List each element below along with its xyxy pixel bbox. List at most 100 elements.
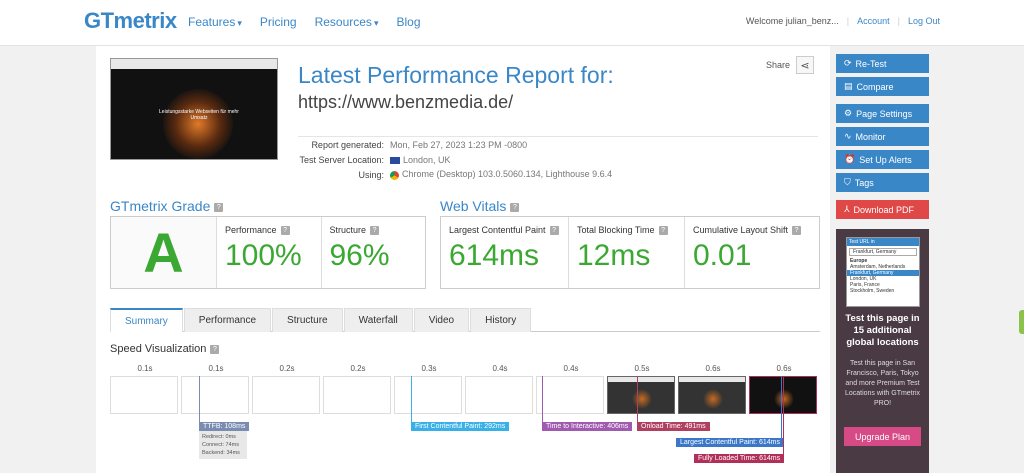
alerts-button[interactable]: ⏰ Set Up Alerts [836,150,929,169]
chrome-icon [390,170,399,180]
page-settings-button[interactable]: ⚙ Page Settings [836,104,929,123]
meta-generated: Report generated: Mon, Feb 27, 2023 1:23… [298,137,818,152]
account-link[interactable]: Account [857,16,890,26]
preview-option-selected: Frankfurt, Germany [847,270,919,276]
speed-visualization-title: Speed Visualization? [110,343,220,355]
grade-letter: A [111,217,217,288]
compare-label: Compare [856,81,894,92]
grade-box: A Performance? 100% Structure? 96% [110,216,426,289]
tbt-metric: Total Blocking Time? 12ms [569,217,685,288]
nav-blog[interactable]: Blog [396,15,421,29]
top-bar: GTmetrix Features ▾ Pricing Resources ▾ Bl… [0,0,1024,46]
help-icon[interactable]: ? [370,226,380,236]
meta-value: Chrome (Desktop) 103.0.5060.134, Lightho… [390,169,612,180]
web-vitals-title-text: Web Vitals [440,198,507,214]
help-icon[interactable]: ? [280,226,290,236]
web-vitals-title: Web Vitals? [440,198,520,214]
tbt-label: Total Blocking Time [577,225,655,235]
filmstrip-frame [181,376,249,414]
filmstrip [110,376,820,414]
tags-button[interactable]: ⛉ Tags [836,173,929,192]
lcp-line [781,376,782,440]
help-icon[interactable]: ? [214,202,224,212]
meta-value: Mon, Feb 27, 2023 1:23 PM -0800 [390,139,528,150]
nav-features[interactable]: Features ▾ [188,15,242,29]
download-pdf-label: Download PDF [853,204,915,215]
ttfb-backend: Backend: 34ms [202,450,240,456]
thumbnail-header [111,59,277,69]
filmstrip-frame [110,376,178,414]
fully-loaded-line [783,376,784,456]
main-nav: Features ▾ Pricing Resources ▾ Blog [188,15,421,29]
meta-location: Test Server Location: London, UK [298,152,818,167]
tags-label: Tags [854,177,874,188]
alerts-label: Set Up Alerts [859,154,912,165]
report-meta: Report generated: Mon, Feb 27, 2023 1:23… [298,136,818,182]
grade-title-text: GTmetrix Grade [110,198,211,214]
tti-marker: Time to Interactive: 406ms [542,422,633,431]
meta-label: Using: [358,169,384,180]
structure-metric: Structure? 96% [322,217,426,288]
chevron-down-icon: ▾ [373,18,379,28]
page-settings-label: Page Settings [856,108,913,119]
tab-waterfall[interactable]: Waterfall [343,308,413,332]
thumbnail-text: Leistungsstarke Webseiten für mehr Umsat… [159,109,239,121]
gtmetrix-logo[interactable]: GTmetrix [84,8,177,33]
frame-glow [632,389,652,409]
user-nav: Welcome julian_benz... | Account | Log O… [746,16,940,26]
nav-pricing[interactable]: Pricing [259,15,297,29]
monitor-button[interactable]: ∿ Monitor [836,127,929,146]
metric-label: Performance? [225,225,313,236]
nav-resources[interactable]: Resources ▾ [315,15,379,29]
speed-title-text: Speed Visualization [110,343,207,355]
tick-label: 0.1s [208,364,224,373]
alarm-icon: ⏰ [844,154,856,164]
tab-summary[interactable]: Summary [110,308,183,332]
tab-structure[interactable]: Structure [272,308,343,332]
filmstrip-frame [678,376,746,414]
cls-label: Cumulative Layout Shift [693,225,789,235]
tab-video[interactable]: Video [413,308,470,332]
location-text: London, UK [403,154,451,165]
ttfb-breakdown: Redirect: 0ms Connect: 74ms Backend: 34m… [199,431,247,459]
help-icon[interactable]: ? [658,226,668,236]
tick-label: 0.5s [634,364,650,373]
lcp-label: Largest Contentful Paint [449,225,546,235]
retest-button[interactable]: ⟳ Re-Test [836,54,929,73]
logout-link[interactable]: Log Out [907,16,940,26]
meta-value: London, UK [390,155,451,165]
filmstrip-frame [252,376,320,414]
share-icon[interactable]: ⋖ [796,56,814,74]
ttfb-line [199,376,200,422]
tick-label: 0.4s [563,364,579,373]
download-pdf-button[interactable]: ⅄ Download PDF [836,200,929,219]
cls-value: 0.01 [693,239,752,273]
tab-performance[interactable]: Performance [183,308,272,332]
filmstrip-frame [323,376,391,414]
help-icon[interactable]: ? [510,202,520,212]
tick-label: 0.2s [279,364,295,373]
nav-features-label: Features [188,15,236,29]
promo-headline: Test this page in 15 additional global l… [845,313,920,348]
filmstrip-frame [394,376,462,414]
tbt-value: 12ms [577,239,651,273]
upgrade-plan-button[interactable]: Upgrade Plan [844,427,921,446]
help-icon[interactable]: ? [210,344,220,354]
structure-label: Structure [329,225,367,235]
onload-line [637,376,638,422]
performance-label: Performance [225,225,277,235]
help-icon[interactable]: ? [549,226,559,236]
frame-header [679,377,745,382]
metric-label: Cumulative Layout Shift? [693,225,811,236]
feedback-tab[interactable] [1019,310,1024,334]
chevron-down-icon: ▾ [237,18,242,28]
performance-value: 100% [225,239,302,273]
compare-button[interactable]: ▤ Compare [836,77,929,96]
preview-group: Europe [850,258,868,264]
nav-resources-label: Resources [314,15,372,29]
uk-flag-icon [390,156,400,164]
help-icon[interactable]: ? [792,226,802,236]
thumbnail-glow [163,89,233,159]
tab-history[interactable]: History [470,308,532,332]
report-title: Latest Performance Report for: [298,62,614,88]
